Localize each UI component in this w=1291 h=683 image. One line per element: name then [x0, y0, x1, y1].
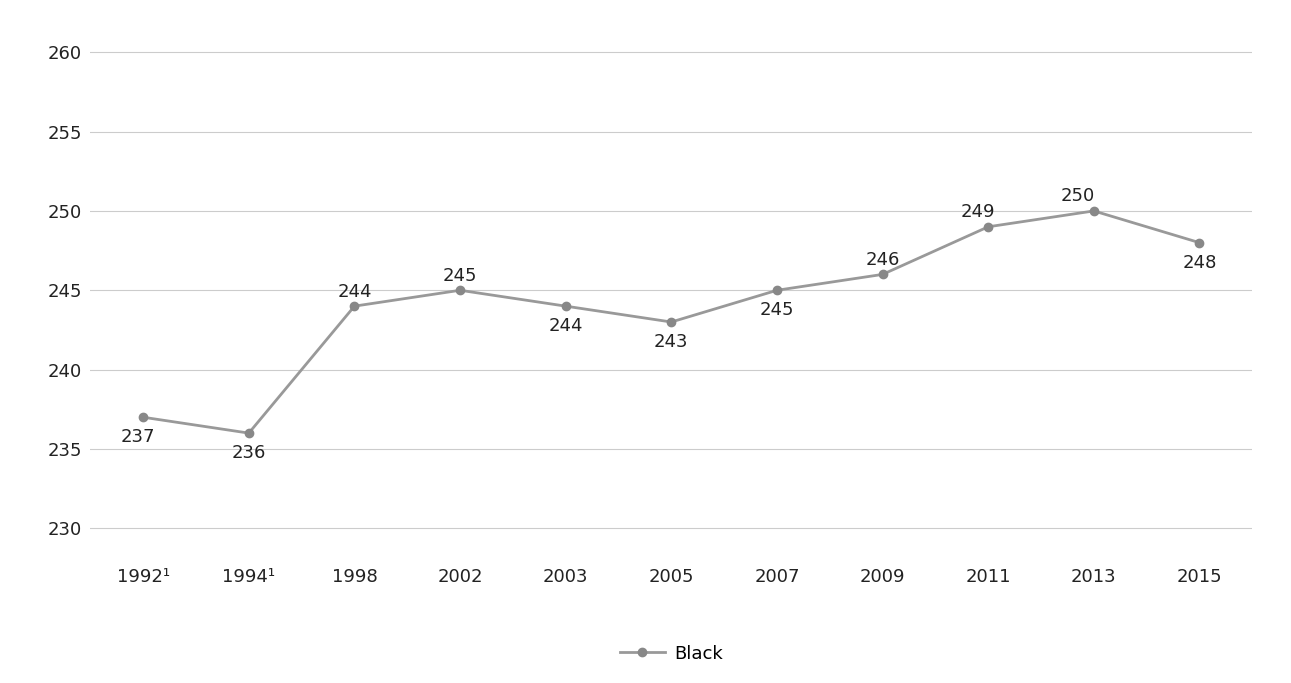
- Text: 248: 248: [1183, 254, 1216, 272]
- Text: 245: 245: [443, 267, 478, 285]
- Text: 243: 243: [655, 333, 688, 351]
- Text: 246: 246: [865, 251, 900, 269]
- Text: 249: 249: [961, 204, 995, 221]
- Text: 236: 236: [231, 444, 266, 462]
- Text: 244: 244: [337, 283, 372, 301]
- Text: 250: 250: [1061, 187, 1095, 206]
- Text: 245: 245: [759, 301, 794, 320]
- Text: 237: 237: [120, 428, 155, 447]
- Legend: Black: Black: [613, 637, 729, 670]
- Text: 244: 244: [549, 318, 584, 335]
